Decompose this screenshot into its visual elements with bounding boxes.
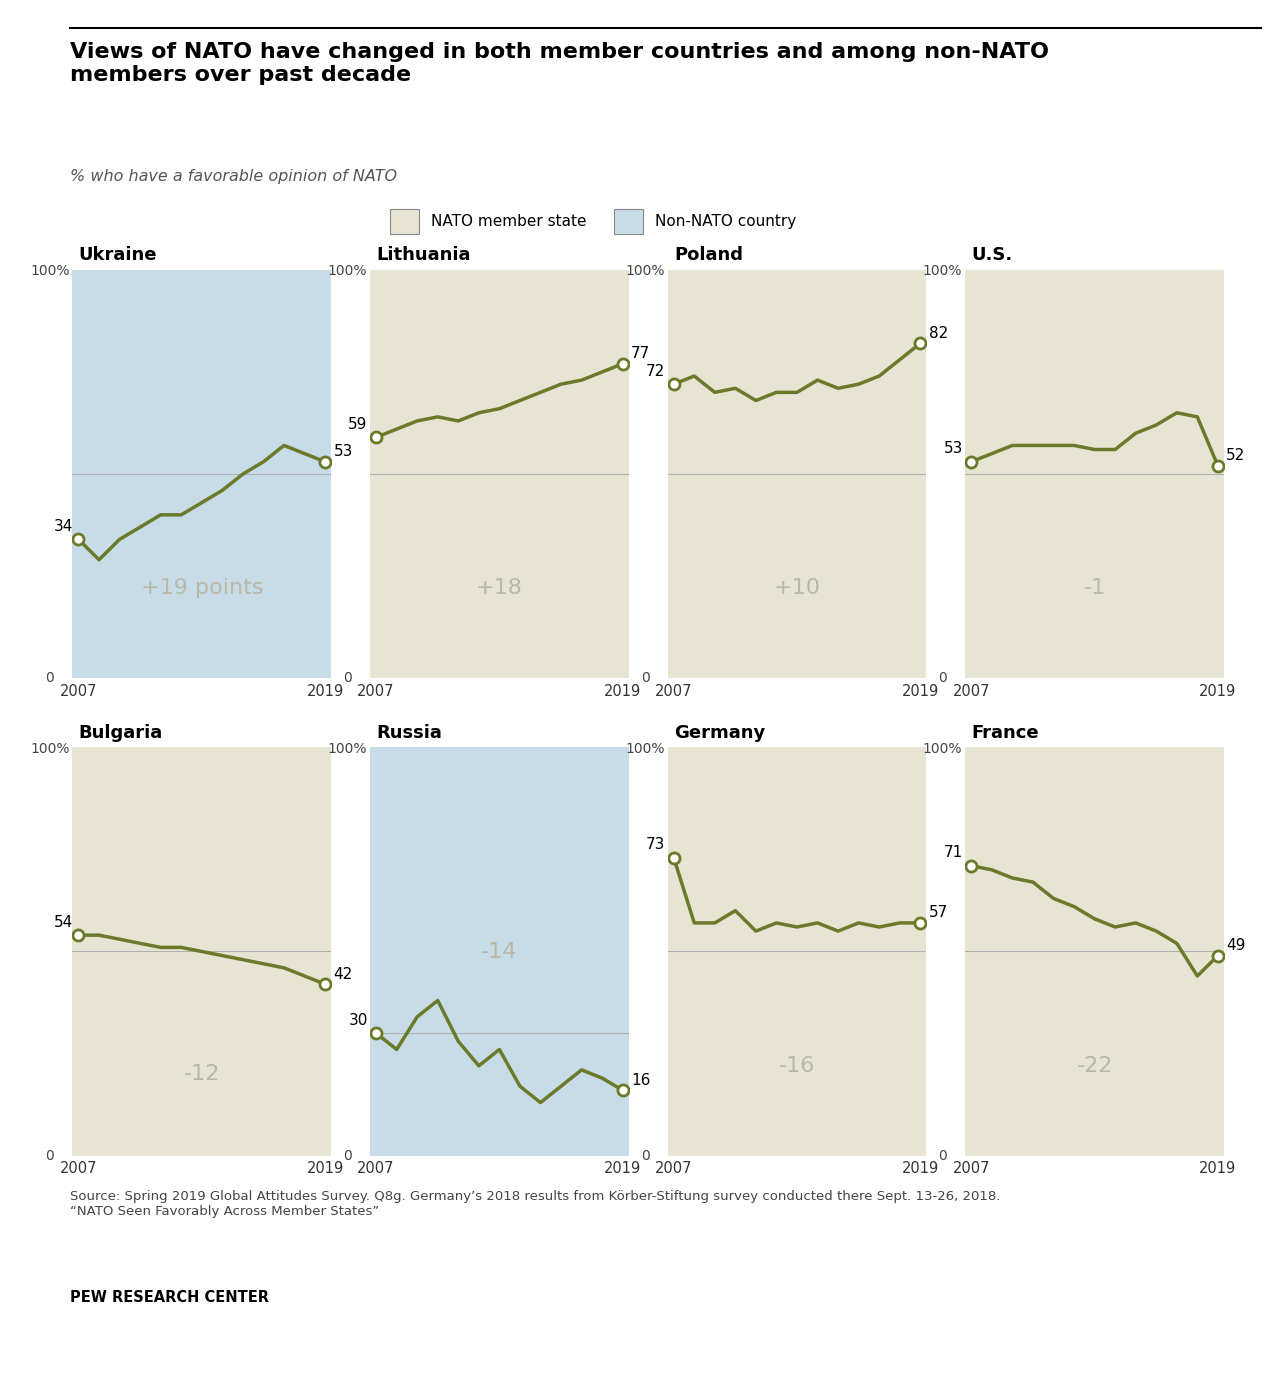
Text: 77: 77 (631, 346, 650, 361)
Text: 82: 82 (928, 325, 948, 340)
Text: 0: 0 (938, 1149, 947, 1163)
Text: 73: 73 (646, 837, 666, 853)
Text: +19 points: +19 points (141, 579, 264, 598)
Text: 0: 0 (641, 1149, 649, 1163)
Text: U.S.: U.S. (972, 246, 1012, 264)
Text: +10: +10 (773, 579, 820, 598)
Text: 0: 0 (641, 671, 649, 685)
Text: 52: 52 (1226, 448, 1245, 464)
Text: Germany: Germany (675, 724, 765, 742)
Text: 71: 71 (943, 846, 963, 861)
Text: 72: 72 (646, 364, 666, 379)
Text: 0: 0 (46, 671, 54, 685)
Text: -22: -22 (1076, 1056, 1112, 1075)
Text: 59: 59 (348, 417, 367, 432)
Text: 53: 53 (943, 441, 963, 457)
Text: 0: 0 (46, 1149, 54, 1163)
Text: PEW RESEARCH CENTER: PEW RESEARCH CENTER (70, 1290, 269, 1305)
Text: France: France (972, 724, 1039, 742)
Text: Non-NATO country: Non-NATO country (655, 215, 796, 228)
Text: 0: 0 (343, 1149, 352, 1163)
Text: Russia: Russia (376, 724, 442, 742)
Text: Poland: Poland (675, 246, 742, 264)
Text: 16: 16 (631, 1073, 650, 1088)
Text: -14: -14 (481, 941, 517, 962)
Text: Source: Spring 2019 Global Attitudes Survey. Q8g. Germany’s 2018 results from Kö: Source: Spring 2019 Global Attitudes Sur… (70, 1190, 1001, 1218)
Text: 42: 42 (333, 966, 353, 981)
Text: 0: 0 (343, 671, 352, 685)
Text: Ukraine: Ukraine (79, 246, 157, 264)
Text: Lithuania: Lithuania (376, 246, 471, 264)
Text: +18: +18 (476, 579, 522, 598)
Text: Views of NATO have changed in both member countries and among non-NATO
members o: Views of NATO have changed in both membe… (70, 42, 1050, 84)
Text: NATO member state: NATO member state (431, 215, 586, 228)
Text: -12: -12 (183, 1064, 220, 1084)
Text: -1: -1 (1083, 579, 1106, 598)
Text: 0: 0 (938, 671, 947, 685)
Text: 49: 49 (1226, 938, 1245, 954)
Text: 57: 57 (928, 905, 948, 920)
Text: 53: 53 (333, 444, 353, 459)
Text: -16: -16 (778, 1056, 815, 1075)
Text: Bulgaria: Bulgaria (79, 724, 163, 742)
Text: 54: 54 (54, 915, 73, 930)
Text: 30: 30 (348, 1013, 367, 1028)
Text: 34: 34 (54, 519, 73, 534)
Text: % who have a favorable opinion of NATO: % who have a favorable opinion of NATO (70, 169, 398, 184)
